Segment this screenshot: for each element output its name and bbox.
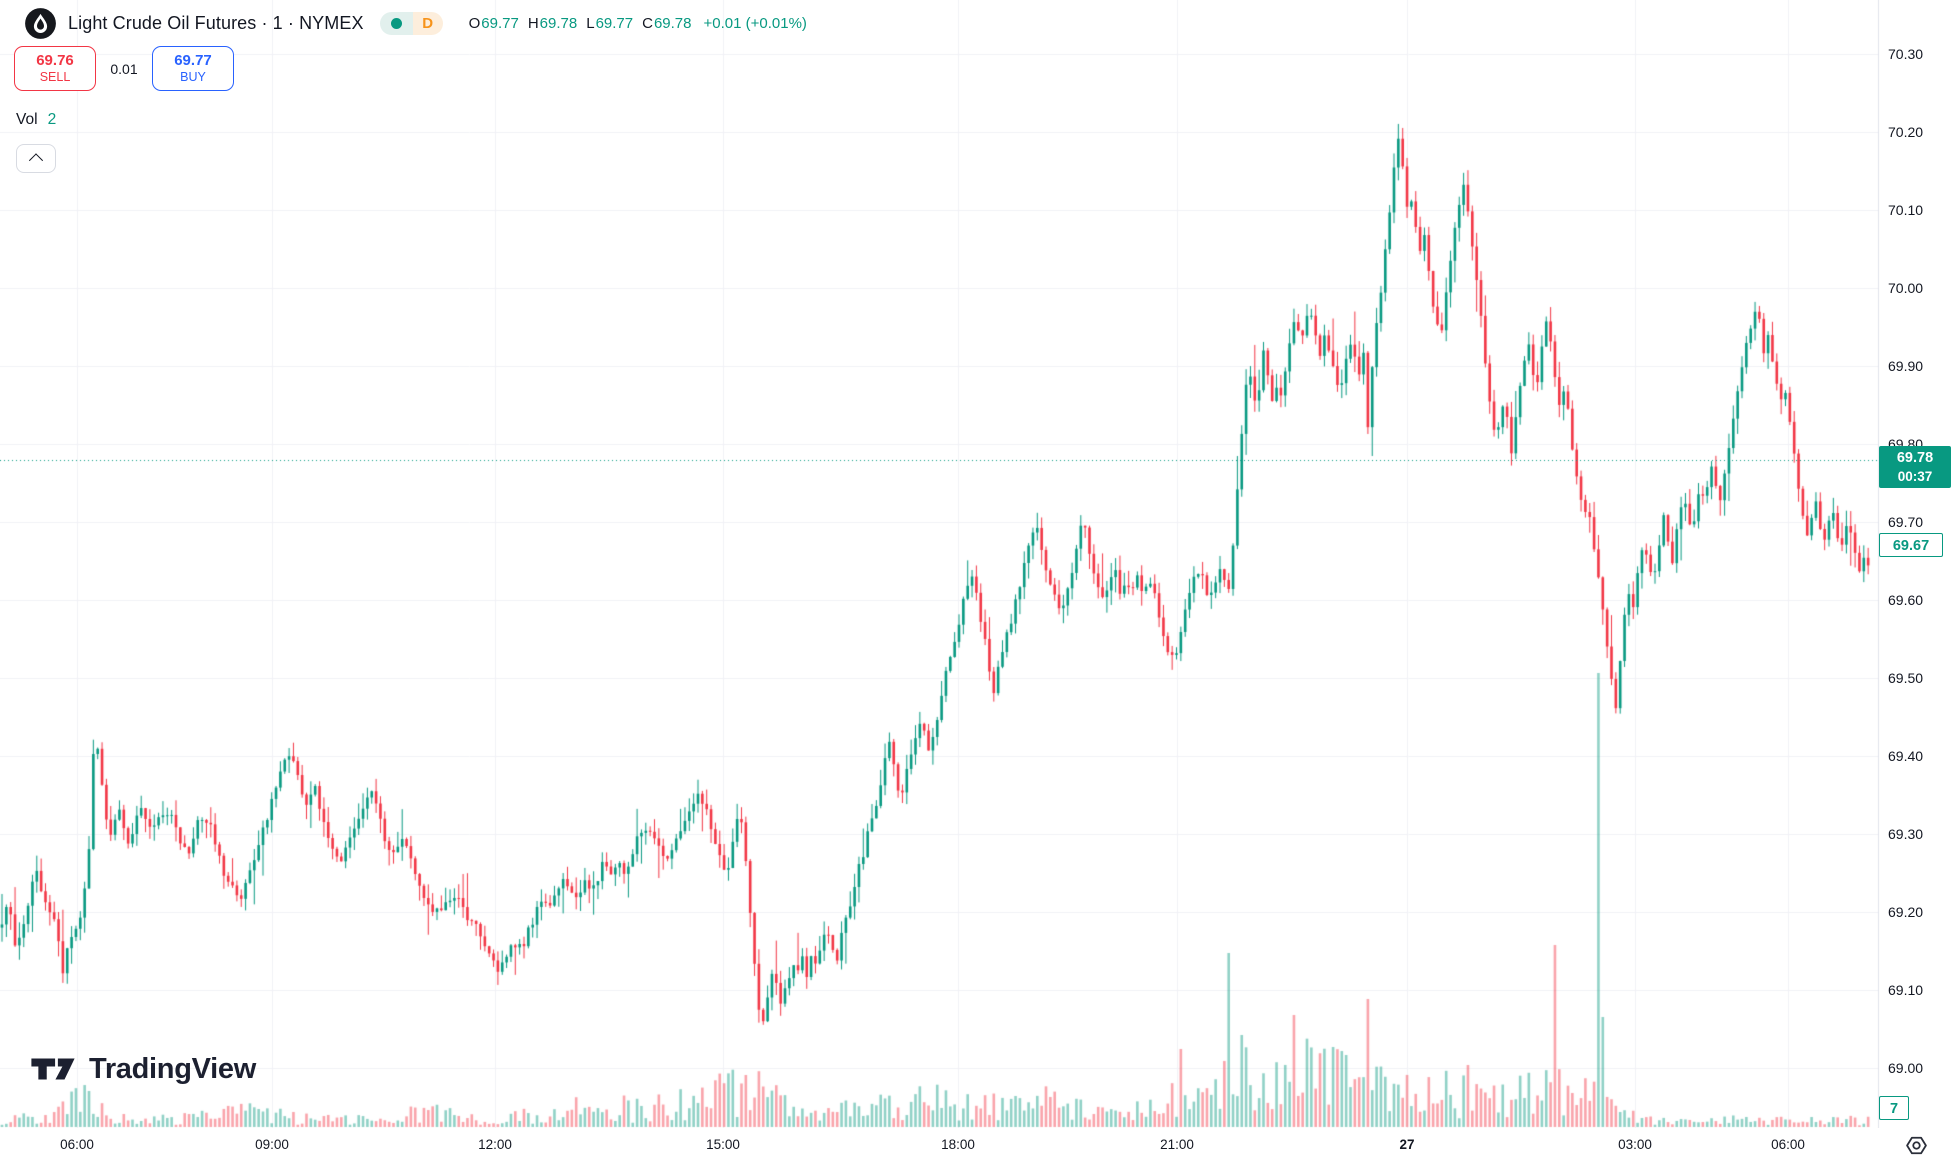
open-label: O [468, 15, 481, 32]
symbol-header: Light Crude Oil Futures · 1 · NYMEX D O6… [24, 7, 807, 40]
price-axis-label: 69.90 [1888, 358, 1924, 374]
sell-button[interactable]: 69.76 SELL [14, 46, 96, 91]
high-value: 69.78 [539, 15, 578, 32]
buy-price: 69.77 [174, 52, 212, 69]
gear-icon [1905, 1136, 1927, 1154]
price-axis-label: 70.30 [1888, 46, 1924, 62]
time-axis-label: 09:00 [255, 1137, 289, 1152]
price-axis-label: 69.60 [1888, 592, 1924, 608]
low-label: L [586, 15, 595, 32]
axis-settings-button[interactable] [1903, 1132, 1929, 1158]
time-axis-label: 15:00 [706, 1137, 740, 1152]
volume-value-badge: 7 [1879, 1096, 1909, 1120]
crude-oil-symbol-icon [25, 8, 56, 39]
price-axis[interactable]: 70.30 70.20 70.10 70.00 69.90 69.80 69.70 69.60… [1878, 0, 1957, 1128]
tradingview-watermark-text: TradingView [89, 1052, 256, 1085]
buy-label: BUY [180, 70, 206, 84]
ohlc-readout: O69.77 H69.78 L69.77 C69.78 +0.01 (+0.01… [469, 15, 807, 32]
last-price-badge: 69.78 00:37 [1879, 445, 1951, 488]
chevron-up-icon [28, 152, 44, 167]
market-status-segment [379, 12, 413, 35]
time-axis-label: 21:00 [1160, 1137, 1194, 1152]
vol-label: Vol [16, 111, 38, 128]
time-axis-label: 12:00 [478, 1137, 512, 1152]
sell-label: SELL [39, 70, 71, 84]
close-label: C [642, 15, 653, 32]
price-axis-label: 69.10 [1888, 982, 1924, 998]
trade-panel: 69.76 SELL 0.01 69.77 BUY [14, 46, 234, 91]
buy-button[interactable]: 69.77 BUY [152, 46, 234, 91]
tradingview-logo-icon [31, 1058, 75, 1080]
time-axis-label: 03:00 [1618, 1137, 1652, 1152]
price-axis-label: 70.20 [1888, 124, 1924, 140]
bar-close-countdown: 00:37 [1897, 468, 1933, 484]
spread-value: 0.01 [110, 60, 138, 77]
change-value: +0.01 (+0.01%) [703, 15, 807, 32]
price-axis-label: 69.50 [1888, 670, 1924, 686]
price-axis-label: 69.20 [1888, 904, 1924, 920]
collapse-panel-button[interactable] [16, 144, 56, 173]
volume-indicator-row: Vol 2 [16, 111, 56, 129]
price-axis-label: 69.30 [1888, 826, 1924, 842]
time-axis-label: 27 [1399, 1137, 1415, 1152]
tradingview-watermark-link[interactable]: TradingView [30, 1051, 256, 1087]
price-axis-label: 69.70 [1888, 514, 1924, 530]
delayed-data-badge[interactable]: D [412, 12, 443, 35]
low-value: 69.77 [595, 15, 634, 32]
time-axis-label: 06:00 [60, 1137, 94, 1152]
market-open-dot-icon [390, 18, 402, 29]
price-axis-label: 70.00 [1888, 280, 1924, 296]
price-axis-label: 69.40 [1888, 748, 1924, 764]
price-axis-label: 69.00 [1888, 1060, 1924, 1076]
high-label: H [527, 15, 539, 32]
open-value: 69.77 [481, 15, 519, 32]
price-axis-label: 70.10 [1888, 202, 1924, 218]
time-axis-label: 06:00 [1771, 1137, 1805, 1152]
symbol-title[interactable]: Light Crude Oil Futures · 1 · NYMEX [68, 13, 364, 33]
sell-price: 69.76 [36, 52, 74, 69]
last-price-value: 69.78 [1896, 449, 1934, 466]
last-bar-close-badge: 69.67 [1879, 533, 1943, 558]
close-value: 69.78 [653, 15, 692, 32]
interval-status-pill[interactable]: D [379, 12, 443, 35]
vol-value: 2 [47, 111, 57, 128]
time-axis-label: 18:00 [941, 1137, 975, 1152]
time-axis[interactable]: 06:00 09:00 12:00 15:00 18:00 21:00 27 03:00 06:… [0, 1128, 1957, 1167]
